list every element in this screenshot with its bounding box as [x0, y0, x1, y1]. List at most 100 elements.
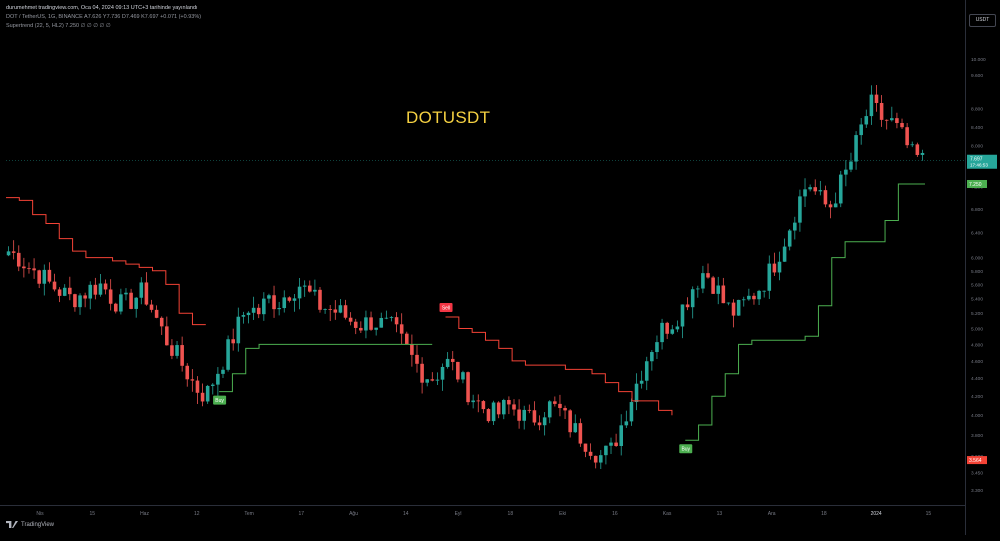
candle-body — [762, 290, 766, 292]
candle-body — [910, 144, 915, 146]
candle-body — [185, 365, 190, 380]
candle — [328, 304, 332, 322]
candle-body — [583, 443, 588, 452]
candle — [338, 298, 343, 314]
candle-body — [88, 284, 93, 299]
candle-body — [440, 366, 445, 380]
candle — [277, 301, 281, 316]
candle — [685, 297, 690, 311]
time-tick-label: 14 — [403, 511, 409, 517]
candle — [149, 299, 154, 313]
candle-body — [410, 344, 414, 355]
tradingview-logo[interactable]: TradingView — [6, 521, 54, 528]
price-tick-label: 8.000 — [971, 144, 983, 150]
candle-body — [553, 401, 557, 404]
candle-body — [767, 263, 772, 291]
candle — [11, 240, 16, 260]
candle-body — [660, 322, 664, 343]
candle — [701, 265, 705, 294]
candle-body — [609, 442, 613, 446]
currency-badge[interactable]: USDT — [969, 14, 996, 27]
candle-body — [353, 321, 358, 328]
candle-body — [62, 287, 67, 296]
candle-body — [170, 345, 174, 356]
supertrend-tag: 7.250 — [967, 179, 987, 188]
price-axis[interactable]: 10.0009.6008.8008.4008.0007.6007.2006.80… — [965, 0, 1000, 535]
candle-body — [639, 380, 644, 384]
candle — [818, 180, 823, 196]
supertrend-line-up — [685, 183, 925, 441]
candle — [578, 418, 583, 447]
candle-body — [73, 294, 77, 308]
chart-title: DOTUSDT — [406, 108, 491, 127]
candle — [716, 276, 721, 305]
price-tick-label: 5.600 — [971, 282, 983, 288]
candle — [803, 178, 807, 207]
candle — [793, 216, 797, 240]
candle — [915, 142, 920, 157]
candle — [410, 334, 414, 367]
candle — [16, 245, 21, 272]
candle-body — [348, 317, 353, 322]
candle-body — [675, 326, 680, 330]
candle-body — [318, 289, 322, 310]
candle — [655, 335, 659, 359]
candle — [134, 297, 138, 318]
candle-body — [195, 380, 200, 393]
last-price-label: 7.697 — [970, 157, 983, 163]
candle-body — [379, 317, 384, 328]
candle-body — [476, 400, 481, 402]
candle-body — [706, 273, 710, 278]
candle — [757, 289, 761, 306]
price-tick-label: 6.800 — [971, 207, 983, 213]
candle-body — [665, 322, 669, 334]
candle-body — [241, 315, 246, 317]
price-tick-label: 5.200 — [971, 311, 983, 317]
candle-body — [154, 309, 159, 318]
supertrend-line-down — [6, 197, 206, 326]
candle — [782, 238, 787, 262]
tradingview-logo-icon — [6, 521, 18, 528]
chart-area[interactable]: Buy Sell Buy — [0, 0, 965, 505]
candle-body — [190, 379, 195, 381]
candle-body — [563, 408, 567, 411]
candle-body — [374, 327, 378, 330]
candle-body — [450, 358, 455, 362]
time-tick-label: 16 — [612, 511, 618, 517]
time-tick-label: 18 — [821, 511, 827, 517]
candle-body — [869, 94, 874, 117]
candle-body — [823, 190, 828, 205]
candle — [435, 372, 440, 385]
candle — [828, 200, 833, 219]
candle — [318, 286, 322, 313]
candle-body — [803, 189, 807, 197]
time-tick-label: 13 — [717, 511, 723, 517]
candle — [236, 307, 241, 352]
candle — [461, 370, 465, 384]
time-axis[interactable]: Nis 15 Haz 12 Tem 17 Ağu 14 Eyl 18 Eki 16 Kas 13 Ara 18… — [0, 505, 965, 536]
candle-body — [690, 289, 695, 308]
price-tick-label: 3.300 — [971, 488, 983, 494]
candle — [210, 383, 215, 395]
candle-body — [57, 289, 62, 296]
candle — [849, 152, 853, 173]
candle-body — [542, 417, 547, 426]
candle-body — [159, 317, 164, 327]
price-tick-label: 4.600 — [971, 359, 983, 365]
candle — [532, 401, 537, 426]
candle-body — [890, 118, 894, 121]
candle-body — [134, 297, 138, 309]
candle — [859, 118, 863, 145]
candle-body — [736, 299, 741, 316]
candle-body — [359, 327, 363, 331]
candle-body — [874, 94, 879, 103]
candle-body — [517, 409, 521, 421]
candle-body — [900, 123, 904, 128]
candle-body — [221, 369, 225, 374]
candle — [844, 160, 848, 187]
candle-body — [11, 251, 16, 253]
candle — [333, 300, 338, 320]
candle-body — [813, 187, 818, 192]
price-chart[interactable]: Buy Sell Buy — [0, 0, 965, 505]
candle — [583, 443, 588, 458]
